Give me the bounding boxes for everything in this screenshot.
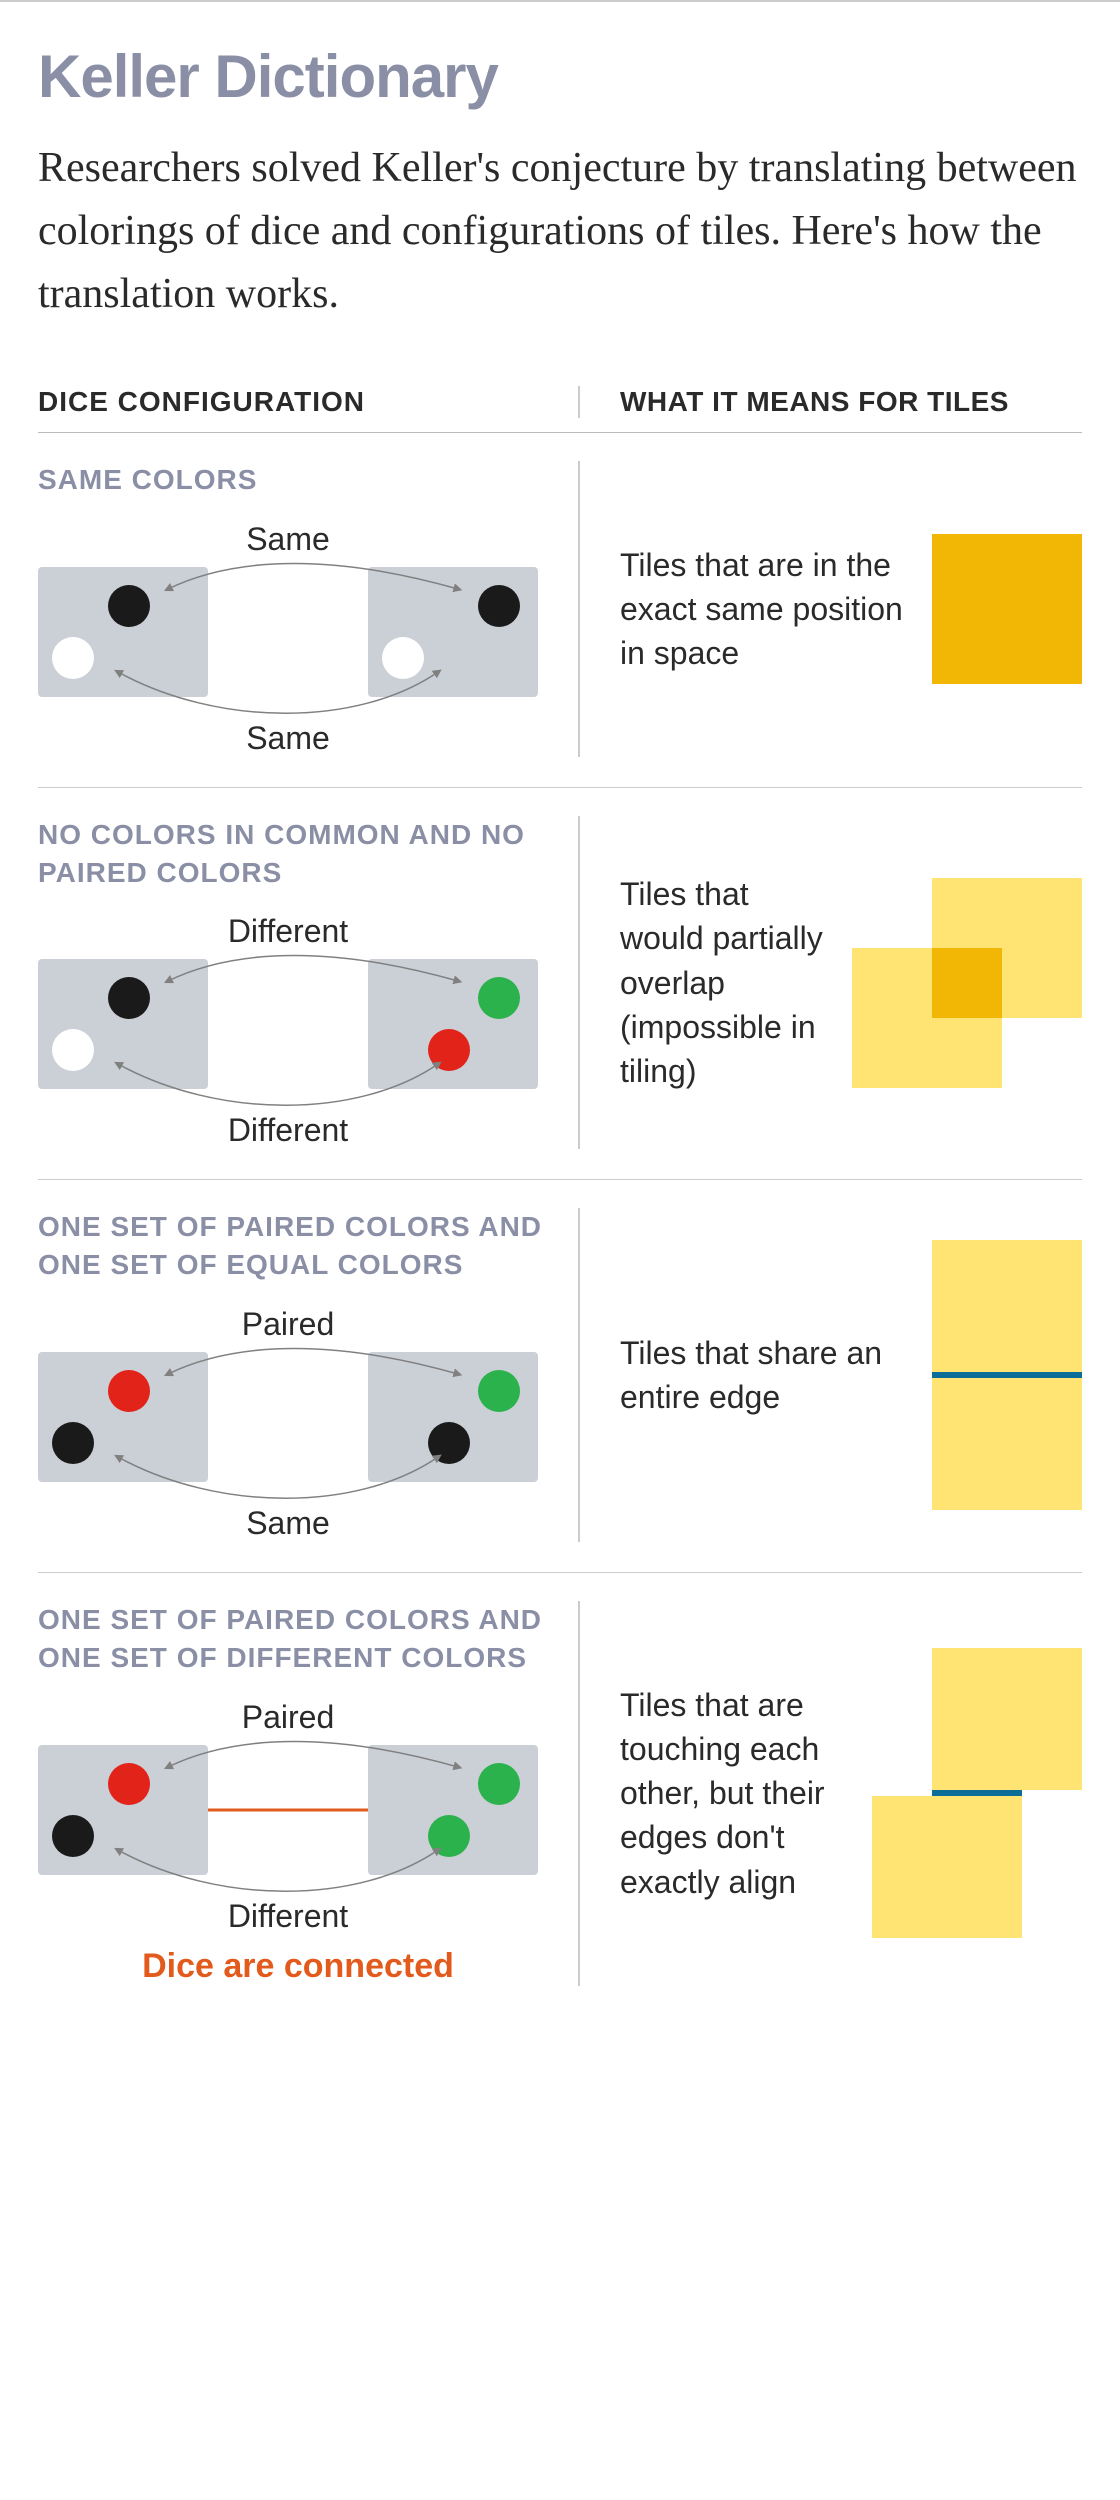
header-tiles-meaning: WHAT IT MEANS FOR TILES xyxy=(578,386,1082,418)
dice-dot xyxy=(478,1370,520,1412)
dice-left xyxy=(38,567,208,697)
connected-label: Dice are connected xyxy=(38,1947,558,1986)
dice-diagram: Paired Same xyxy=(38,1302,538,1542)
table-header: DICE CONFIGURATION WHAT IT MEANS FOR TIL… xyxy=(38,386,1082,433)
table-row: SAME COLORS Same Same Tiles that are in … xyxy=(38,433,1082,788)
annotation-bottom: Different xyxy=(228,1898,348,1935)
annotation-top: Paired xyxy=(242,1306,335,1343)
dice-dot xyxy=(108,977,150,1019)
table-row: ONE SET OF PAIRED COLORS AND ONE SET OF … xyxy=(38,1573,1082,2016)
tile-graphic-overlap xyxy=(852,878,1082,1088)
right-col: Tiles that are touching each other, but … xyxy=(578,1601,1082,1986)
left-col: ONE SET OF PAIRED COLORS AND ONE SET OF … xyxy=(38,1601,578,1986)
dice-right xyxy=(368,1352,538,1482)
header-dice-config: DICE CONFIGURATION xyxy=(38,386,578,418)
dice-dot xyxy=(52,637,94,679)
dice-dot xyxy=(428,1029,470,1071)
dice-dot xyxy=(478,585,520,627)
dice-dot xyxy=(478,977,520,1019)
right-col: Tiles that are in the exact same positio… xyxy=(578,461,1082,757)
page-title: Keller Dictionary xyxy=(38,42,1082,111)
section-label: NO COLORS IN COMMON AND NO PAIRED COLORS xyxy=(38,816,558,892)
annotation-top: Same xyxy=(246,521,330,558)
dice-diagram: Paired Different xyxy=(38,1695,538,1935)
left-col: ONE SET OF PAIRED COLORS AND ONE SET OF … xyxy=(38,1208,578,1542)
section-label: ONE SET OF PAIRED COLORS AND ONE SET OF … xyxy=(38,1601,558,1677)
dice-dot xyxy=(428,1422,470,1464)
right-col: Tiles that share an entire edge xyxy=(578,1208,1082,1542)
dice-left xyxy=(38,1352,208,1482)
left-col: NO COLORS IN COMMON AND NO PAIRED COLORS… xyxy=(38,816,578,1150)
dice-dot xyxy=(478,1763,520,1805)
tile-meaning-text: Tiles that would partially overlap (impo… xyxy=(620,872,832,1093)
dice-dot xyxy=(108,1370,150,1412)
right-col: Tiles that would partially overlap (impo… xyxy=(578,816,1082,1150)
dice-dot xyxy=(108,1763,150,1805)
dice-dot xyxy=(52,1422,94,1464)
tile-meaning-text: Tiles that share an entire edge xyxy=(620,1331,912,1419)
dice-dot xyxy=(108,585,150,627)
intro-text: Researchers solved Keller's conjecture b… xyxy=(38,137,1082,326)
dice-diagram: Different Different xyxy=(38,909,538,1149)
tile-graphic-shared-edge xyxy=(932,1240,1082,1510)
section-label: ONE SET OF PAIRED COLORS AND ONE SET OF … xyxy=(38,1208,558,1284)
left-col: SAME COLORS Same Same xyxy=(38,461,578,757)
tile-meaning-text: Tiles that are touching each other, but … xyxy=(620,1683,852,1904)
dice-dot xyxy=(428,1815,470,1857)
dice-right xyxy=(368,1745,538,1875)
dice-dot xyxy=(52,1029,94,1071)
dice-left xyxy=(38,1745,208,1875)
dice-right xyxy=(368,567,538,697)
section-label: SAME COLORS xyxy=(38,461,558,499)
table-row: NO COLORS IN COMMON AND NO PAIRED COLORS… xyxy=(38,788,1082,1181)
dice-left xyxy=(38,959,208,1089)
annotation-bottom: Different xyxy=(228,1112,348,1149)
dice-dot xyxy=(52,1815,94,1857)
annotation-bottom: Same xyxy=(246,1505,330,1542)
dice-right xyxy=(368,959,538,1089)
dice-dot xyxy=(382,637,424,679)
tile-graphic-offset xyxy=(872,1648,1082,1938)
dice-diagram: Same Same xyxy=(38,517,538,757)
tile-meaning-text: Tiles that are in the exact same positio… xyxy=(620,543,912,675)
annotation-top: Different xyxy=(228,913,348,950)
annotation-top: Paired xyxy=(242,1699,335,1736)
table-row: ONE SET OF PAIRED COLORS AND ONE SET OF … xyxy=(38,1180,1082,1573)
annotation-bottom: Same xyxy=(246,720,330,757)
tile-graphic-single xyxy=(932,534,1082,684)
dictionary-table: DICE CONFIGURATION WHAT IT MEANS FOR TIL… xyxy=(38,386,1082,2016)
